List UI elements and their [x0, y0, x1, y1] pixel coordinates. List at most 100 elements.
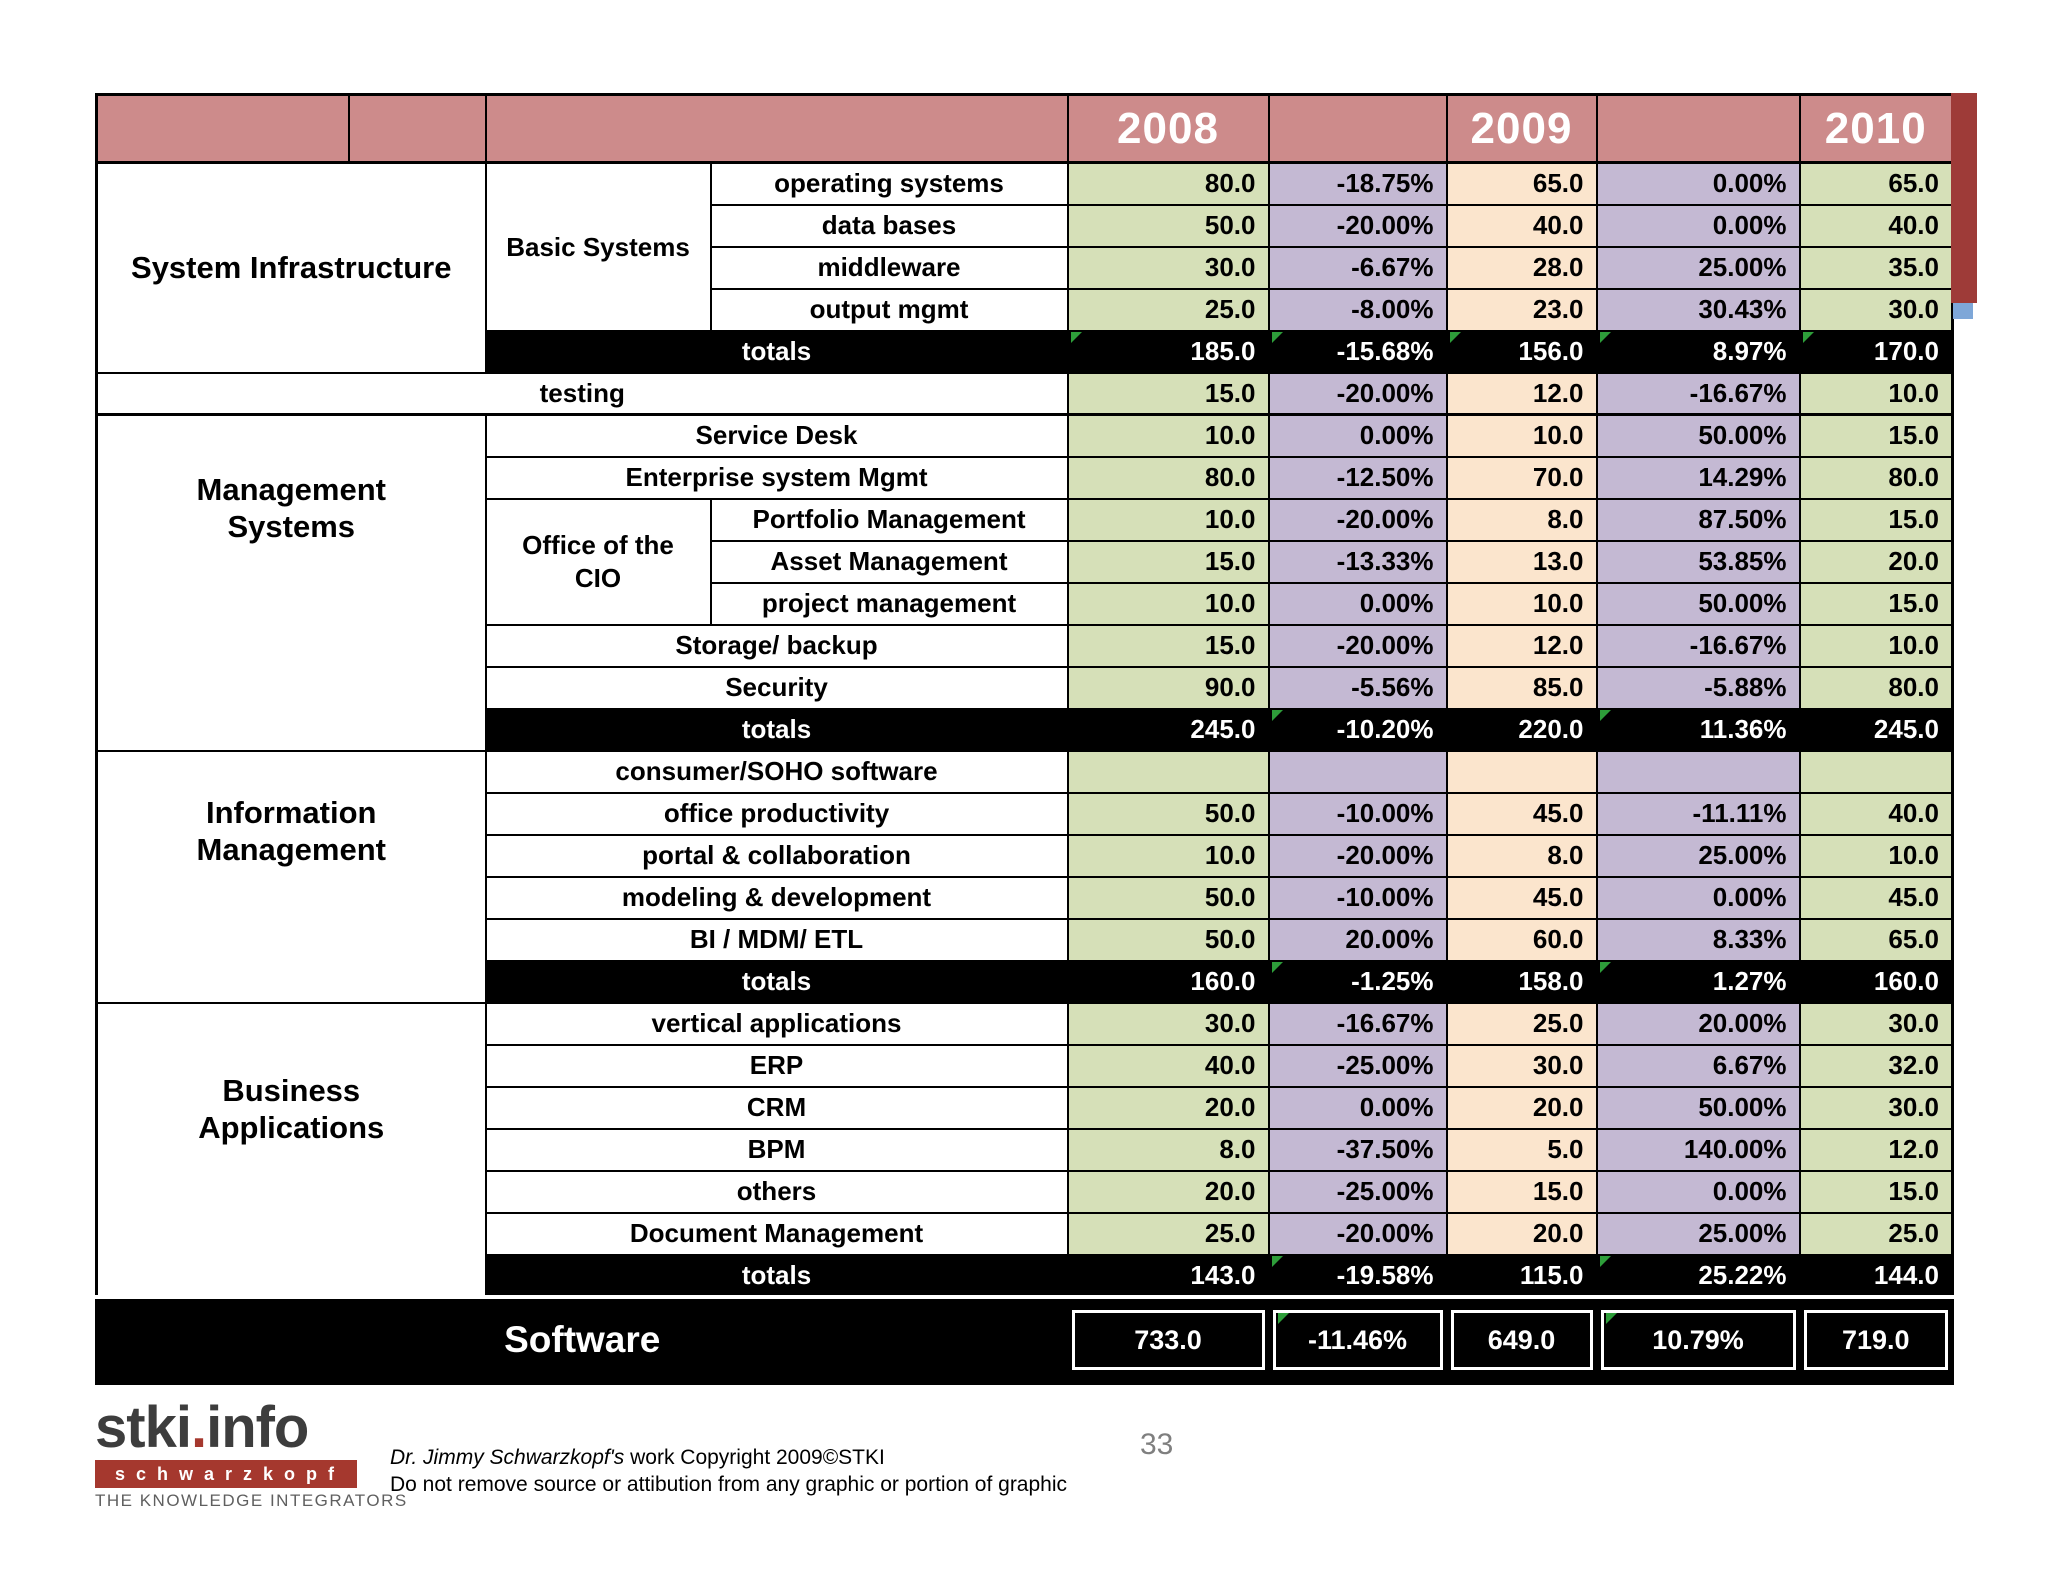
percent-cell: -5.88%	[1595, 665, 1801, 710]
cell-marker-icon	[1802, 332, 1814, 343]
item-label-cell: BI / MDM/ ETL	[484, 917, 1069, 962]
percent-cell: -13.33%	[1267, 539, 1448, 584]
percent-cell: 6.67%	[1595, 1043, 1801, 1088]
header-blank-cell	[1267, 93, 1448, 164]
percent-cell: -37.50%	[1267, 1127, 1448, 1172]
totals-label-cell: totals	[484, 1253, 1069, 1298]
logo-title-right: info	[206, 1395, 309, 1460]
totals-percent: 8.97%	[1595, 329, 1801, 374]
percent-cell: 0.00%	[1595, 1169, 1801, 1214]
totals-percent: -15.68%	[1267, 329, 1448, 374]
item-label-cell: portal & collaboration	[484, 833, 1069, 878]
value-cell-2010: 40.0	[1798, 791, 1954, 836]
table-row: Information Management consumer/SOHO sof…	[95, 749, 1954, 1004]
totals-percent: -19.58%	[1267, 1253, 1448, 1298]
testing-row: testing 15.0 -20.00% 12.0 -16.67% 10.0	[95, 371, 1954, 416]
value-cell-2008: 80.0	[1066, 161, 1270, 206]
totals-value-2008: 185.0	[1066, 329, 1270, 374]
value-cell-2010: 15.0	[1798, 497, 1954, 542]
header-blank-cell	[1595, 93, 1801, 164]
table-row: Security 90.0 -5.56% 85.0 -5.88% 80.0	[97, 665, 1954, 710]
totals-value-2009: 115.0	[1445, 1253, 1598, 1298]
table-row: Office of the CIO Portfolio Management 1…	[97, 497, 1954, 626]
value-cell-2009: 13.0	[1445, 539, 1598, 584]
value-cell-2009: 60.0	[1445, 917, 1598, 962]
header-blank-cell	[95, 93, 350, 164]
table-row: ERP 40.0 -25.00% 30.0 6.67% 32.0	[97, 1043, 1954, 1088]
header-blank-cell	[347, 93, 487, 164]
value-cell-2008: 40.0	[1066, 1043, 1270, 1088]
totals-percent: -1.25%	[1267, 959, 1448, 1004]
value-cell-2008: 80.0	[1066, 455, 1270, 500]
table-row: Storage/ backup 15.0 -20.00% 12.0 -16.67…	[97, 623, 1954, 668]
value-cell-2009: 45.0	[1445, 875, 1598, 920]
copyright-text: Dr. Jimmy Schwarzkopf's work Copyright 2…	[390, 1444, 1067, 1498]
totals-value-2008: 143.0	[1066, 1253, 1270, 1298]
totals-row: totals 245.0 -10.20% 220.0 11.36% 245.0	[97, 707, 1954, 752]
percent-cell: 87.50%	[1595, 497, 1801, 542]
table-header-row: 2008 2009 2010	[95, 93, 1954, 164]
cell-marker-icon	[1271, 962, 1283, 973]
logo-title-left: stki	[95, 1395, 192, 1460]
percent-cell	[1267, 749, 1448, 794]
copyright-author: Dr. Jimmy Schwarzkopf's	[390, 1446, 625, 1469]
value-cell-2009: 12.0	[1445, 623, 1598, 668]
table-row: Management Systems Service Desk 10.0 0.0…	[95, 413, 1954, 752]
percent-cell: 0.00%	[1595, 203, 1801, 248]
cell-marker-icon	[1449, 332, 1461, 343]
percent-cell: -10.00%	[1267, 791, 1448, 836]
value-cell-2010: 15.0	[1798, 1169, 1954, 1214]
category-cell: Management Systems	[95, 413, 487, 752]
item-label-cell: Storage/ backup	[484, 623, 1069, 668]
percent-cell: -12.50%	[1267, 455, 1448, 500]
value-cell-2010: 25.0	[1798, 1211, 1954, 1256]
value-cell-2009: 5.0	[1445, 1127, 1598, 1172]
totals-value-2009: 220.0	[1445, 707, 1598, 752]
totals-row: totals 160.0 -1.25% 158.0 1.27% 160.0	[97, 959, 1954, 1004]
item-label-cell: project management	[709, 581, 1069, 626]
value-cell-2008: 30.0	[1066, 245, 1270, 290]
table-row: System Infrastructure Basic Systems oper…	[95, 161, 1954, 374]
stki-logo: stki.info schwarzkopf THE KNOWLEDGE INTE…	[95, 1395, 406, 1511]
percent-cell: -25.00%	[1267, 1043, 1448, 1088]
value-cell-2008: 15.0	[1066, 371, 1270, 416]
value-cell-2009: 28.0	[1445, 245, 1598, 290]
totals-percent: 1.27%	[1595, 959, 1801, 1004]
value-cell-2010: 20.0	[1798, 539, 1954, 584]
item-label-cell: BPM	[484, 1127, 1069, 1172]
percent-cell: -25.00%	[1267, 1169, 1448, 1214]
percent-cell: 50.00%	[1595, 413, 1801, 458]
cell-marker-icon	[1599, 962, 1611, 973]
item-label-cell: consumer/SOHO software	[484, 749, 1069, 794]
value-cell-2009: 85.0	[1445, 665, 1598, 710]
value-cell-2008: 10.0	[1066, 581, 1270, 626]
value-cell-2009	[1445, 749, 1598, 794]
percent-cell: -5.56%	[1267, 665, 1448, 710]
item-label-cell: CRM	[484, 1085, 1069, 1130]
table-row: Business Applications vertical applicati…	[95, 1001, 1954, 1298]
value-cell-2009: 8.0	[1445, 833, 1598, 878]
software-value-2010: 719.0	[1798, 1294, 1954, 1384]
value-cell-2009: 65.0	[1445, 161, 1598, 206]
totals-row: totals 185.0 -15.68% 156.0 8.97% 170.0	[97, 329, 1954, 374]
value-cell-2009: 10.0	[1445, 413, 1598, 458]
totals-value-2008: 245.0	[1066, 707, 1270, 752]
value-cell-2008: 10.0	[1066, 413, 1270, 458]
percent-cell: -16.67%	[1595, 623, 1801, 668]
percent-cell: -16.67%	[1267, 1001, 1448, 1046]
totals-label-cell: totals	[484, 707, 1069, 752]
page-number: 33	[1140, 1428, 1174, 1461]
header-blank-cell	[484, 93, 1069, 164]
value-cell-2009: 20.0	[1445, 1211, 1598, 1256]
item-label-cell: modeling & development	[484, 875, 1069, 920]
value-cell-2008: 50.0	[1066, 203, 1270, 248]
percent-cell: 50.00%	[1595, 1085, 1801, 1130]
value-cell-2008: 15.0	[1066, 539, 1270, 584]
value-cell-2008: 50.0	[1066, 791, 1270, 836]
value-cell-2008	[1066, 749, 1270, 794]
value-cell-2010: 80.0	[1798, 665, 1954, 710]
totals-value-2010: 170.0	[1798, 329, 1954, 374]
year-header-2008: 2008	[1066, 93, 1270, 164]
item-label-cell: Service Desk	[484, 413, 1069, 458]
year-header-2009: 2009	[1445, 93, 1598, 164]
